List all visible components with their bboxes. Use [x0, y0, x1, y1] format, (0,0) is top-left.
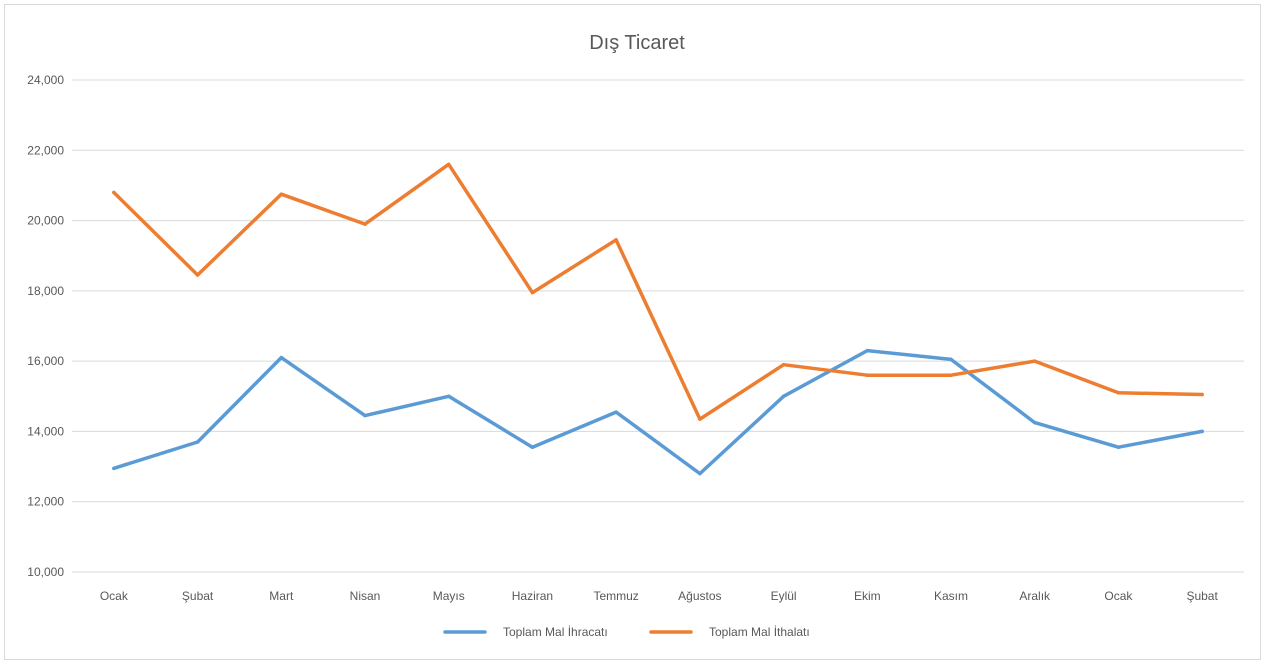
y-axis-ticks: 10,000 12,000 14,000 16,000 18,000 20,000 22,0… — [27, 73, 64, 579]
data-point — [1200, 429, 1204, 434]
data-point — [1200, 392, 1204, 397]
series-lines — [112, 162, 1204, 476]
x-tick-label: Mart — [269, 589, 294, 603]
data-point — [949, 357, 953, 362]
data-point — [1116, 391, 1121, 395]
x-tick-label: Ocak — [1104, 589, 1133, 603]
data-point — [530, 445, 535, 449]
x-tick-label: Kasım — [934, 589, 968, 603]
data-point — [530, 290, 535, 295]
data-point — [781, 362, 786, 367]
y-tick-label: 12,000 — [27, 495, 64, 509]
data-point — [698, 417, 702, 421]
data-point — [112, 466, 116, 471]
gridlines — [72, 79, 1244, 573]
data-point — [1032, 359, 1037, 363]
data-point — [698, 471, 702, 476]
data-point — [865, 348, 870, 353]
legend-label: Toplam Mal İhracatı — [503, 625, 608, 639]
y-tick-label: 16,000 — [27, 354, 64, 368]
data-point — [781, 394, 786, 399]
data-point — [195, 440, 200, 444]
x-tick-label: Ocak — [100, 589, 129, 603]
x-tick-label: Aralık — [1019, 589, 1051, 603]
data-point — [614, 238, 618, 242]
x-tick-label: Haziran — [512, 589, 553, 603]
data-point — [279, 355, 284, 360]
x-tick-label: Şubat — [1186, 589, 1218, 603]
data-point — [949, 373, 953, 377]
x-tick-label: Eylül — [771, 589, 797, 603]
y-tick-label: 10,000 — [27, 565, 64, 579]
data-point — [1116, 445, 1121, 449]
x-tick-label: Ağustos — [678, 589, 721, 603]
x-tick-label: Şubat — [182, 589, 214, 603]
y-tick-label: 22,000 — [27, 143, 64, 157]
y-tick-label: 20,000 — [27, 214, 64, 228]
data-point — [865, 373, 870, 377]
y-tick-label: 18,000 — [27, 284, 64, 298]
x-tick-label: Ekim — [854, 589, 881, 603]
chart-frame — [4, 4, 1261, 660]
x-tick-label: Mayıs — [433, 589, 465, 603]
series-line-2 — [112, 162, 1204, 421]
data-point — [195, 273, 200, 277]
y-tick-label: 24,000 — [27, 73, 64, 87]
x-axis-ticks: Ocak Şubat Mart Nisan Mayıs Haziran Temmuz Ağus… — [100, 589, 1219, 603]
data-point — [1032, 420, 1037, 425]
series-line-1 — [112, 348, 1204, 476]
data-point — [363, 222, 367, 226]
data-point — [614, 410, 618, 414]
data-point — [363, 413, 367, 418]
x-tick-label: Nisan — [350, 589, 381, 603]
data-point — [446, 162, 451, 167]
data-point — [446, 394, 451, 399]
legend: Toplam Mal İhracatı Toplam Mal İthalatı — [443, 625, 810, 639]
data-point — [112, 190, 116, 195]
legend-label: Toplam Mal İthalatı — [709, 625, 810, 639]
chart-title: Dış Ticaret — [589, 32, 685, 54]
x-tick-label: Temmuz — [593, 589, 638, 603]
data-point — [279, 192, 284, 196]
y-tick-label: 14,000 — [27, 424, 64, 438]
